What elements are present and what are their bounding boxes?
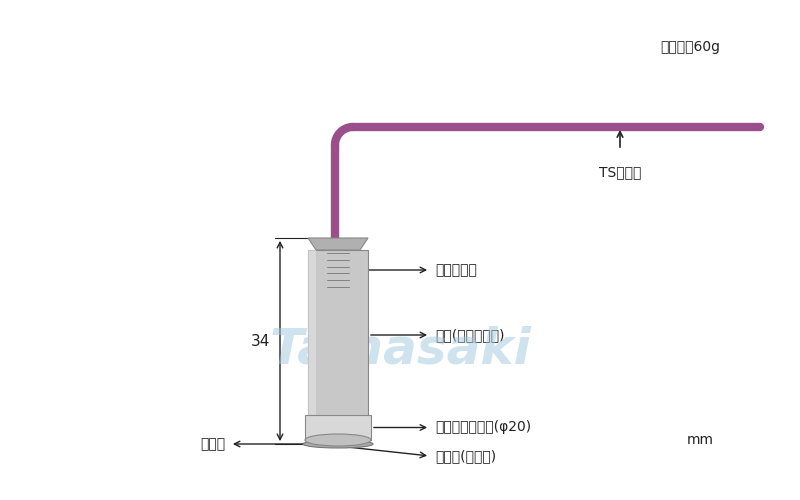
Text: mm: mm	[686, 433, 714, 447]
Text: 本体(ステンレス): 本体(ステンレス)	[435, 328, 505, 342]
Text: 34: 34	[250, 334, 270, 348]
Text: TSコード: TSコード	[599, 165, 641, 179]
Text: 接触板: 接触板	[200, 437, 225, 451]
Ellipse shape	[303, 440, 373, 448]
Polygon shape	[308, 238, 368, 250]
Text: 質量：約60g: 質量：約60g	[660, 40, 720, 54]
Text: テフロンガード(φ20): テフロンガード(φ20)	[435, 420, 531, 434]
Bar	[308, 250, 316, 420]
Bar	[308, 250, 368, 420]
Text: Tamasaki: Tamasaki	[269, 326, 531, 374]
Text: 感温部(熱接点): 感温部(熱接点)	[435, 449, 496, 463]
Bar	[305, 415, 371, 440]
Text: スプリング: スプリング	[435, 263, 477, 277]
Ellipse shape	[305, 434, 371, 446]
Bar	[327, 250, 349, 290]
